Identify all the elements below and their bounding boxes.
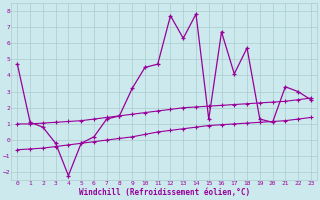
X-axis label: Windchill (Refroidissement éolien,°C): Windchill (Refroidissement éolien,°C)	[78, 188, 250, 197]
